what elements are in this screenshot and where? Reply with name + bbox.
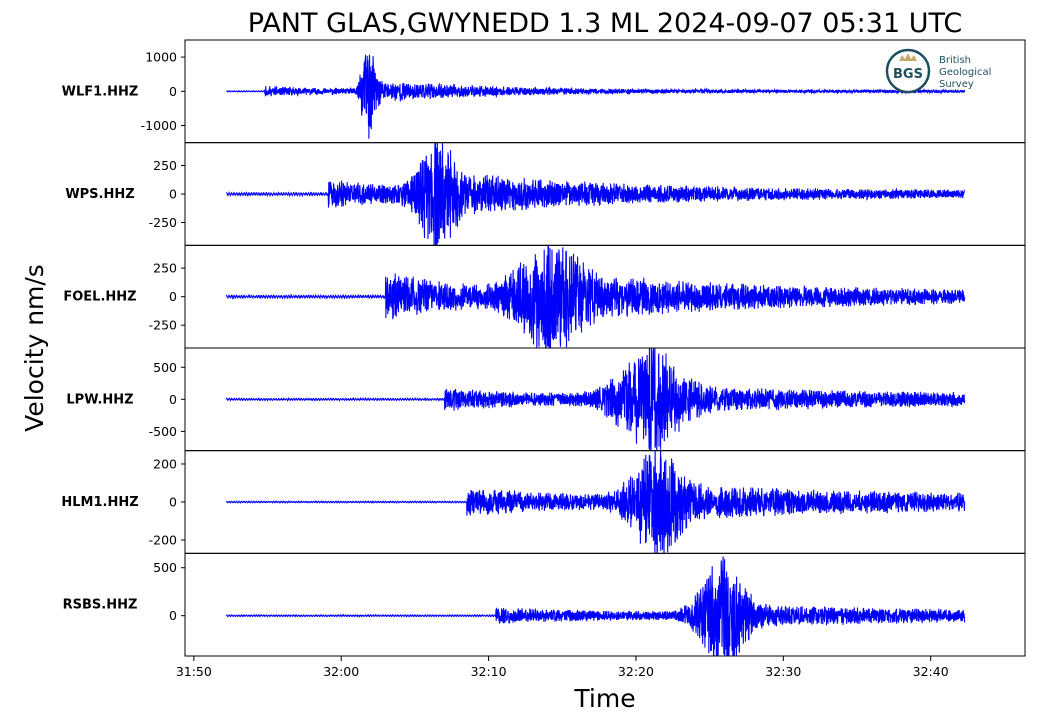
x-tick-label: 32:30 — [765, 664, 801, 679]
trace-line-lpw-hhz — [225, 348, 966, 451]
x-tick-label: 32:40 — [913, 664, 949, 679]
y-tick-label: 250 — [153, 158, 177, 173]
y-tick-label: -250 — [149, 215, 177, 230]
x-tick-label: 32:20 — [618, 664, 654, 679]
station-label: LPW.HHZ — [66, 392, 133, 407]
y-tick-label: 200 — [153, 456, 177, 471]
y-tick-label: 0 — [169, 392, 177, 407]
x-tick-label: 31:50 — [176, 664, 212, 679]
y-tick-label: 0 — [169, 289, 177, 304]
station-label: RSBS.HHZ — [63, 598, 138, 613]
y-tick-label: -200 — [149, 533, 177, 548]
y-tick-label: 0 — [169, 495, 177, 510]
y-axis-label: Velocity nm/s — [20, 264, 49, 432]
x-axis: 31:50 32:00 32:10 32:20 32:30 32:40 — [176, 656, 949, 679]
chart-title: PANT GLAS,GWYNEDD 1.3 ML 2024-09-07 05:3… — [248, 8, 962, 39]
panel-wps-hhz: 250 0 -250 WPS.HHZ — [65, 142, 1026, 246]
y-tick-label: -1000 — [141, 118, 177, 133]
trace-line-wlf1-hhz — [225, 54, 966, 139]
y-tick-label: 250 — [153, 261, 177, 276]
panel-foel-hhz: 250 0 -250 FOEL.HHZ — [63, 244, 1026, 349]
station-label: WPS.HHZ — [65, 187, 134, 202]
panel-rsbs-hhz: 500 0 RSBS.HHZ — [63, 552, 1026, 657]
y-tick-label: 500 — [153, 560, 177, 575]
x-tick-label: 32:00 — [323, 664, 359, 679]
bgs-logo: BGS British Geological Survey — [885, 48, 991, 94]
station-label: HLM1.HHZ — [61, 495, 138, 510]
station-label: FOEL.HHZ — [63, 290, 136, 305]
y-tick-label: 0 — [169, 608, 177, 623]
trace-panels: 1000 0 -1000 WLF1.HHZ 250 0 -250 WPS.HHZ 250 0 -25… — [61, 39, 1026, 657]
y-tick-label: 0 — [169, 187, 177, 202]
y-tick-label: 500 — [153, 360, 177, 375]
station-label: WLF1.HHZ — [62, 84, 139, 99]
bgs-logo-ring-icon — [885, 48, 931, 94]
x-tick-label: 32:10 — [471, 664, 507, 679]
bgs-logo-line1: British — [939, 55, 971, 66]
trace-line-foel-hhz — [225, 245, 966, 348]
x-axis-label: Time — [573, 684, 635, 713]
y-tick-label: 0 — [169, 84, 177, 99]
bgs-logo-abbr: BGS — [893, 67, 923, 82]
bgs-crown-icon — [899, 53, 917, 61]
trace-line-hlm1-hhz — [225, 450, 966, 554]
bgs-logo-line2: Geological — [939, 67, 991, 78]
y-tick-label: 1000 — [145, 50, 177, 65]
trace-line-rsbs-hhz — [225, 556, 966, 656]
y-tick-label: -250 — [149, 318, 177, 333]
y-tick-label: -500 — [149, 424, 177, 439]
panel-wlf1-hhz: 1000 0 -1000 WLF1.HHZ — [62, 39, 1026, 144]
bgs-logo-line3: Survey — [939, 79, 974, 90]
panel-hlm1-hhz: 200 0 -200 HLM1.HHZ — [61, 450, 1026, 554]
panel-frame — [184, 552, 1026, 657]
trace-line-wps-hhz — [225, 142, 965, 246]
panel-lpw-hhz: 500 0 -500 LPW.HHZ — [66, 347, 1026, 452]
